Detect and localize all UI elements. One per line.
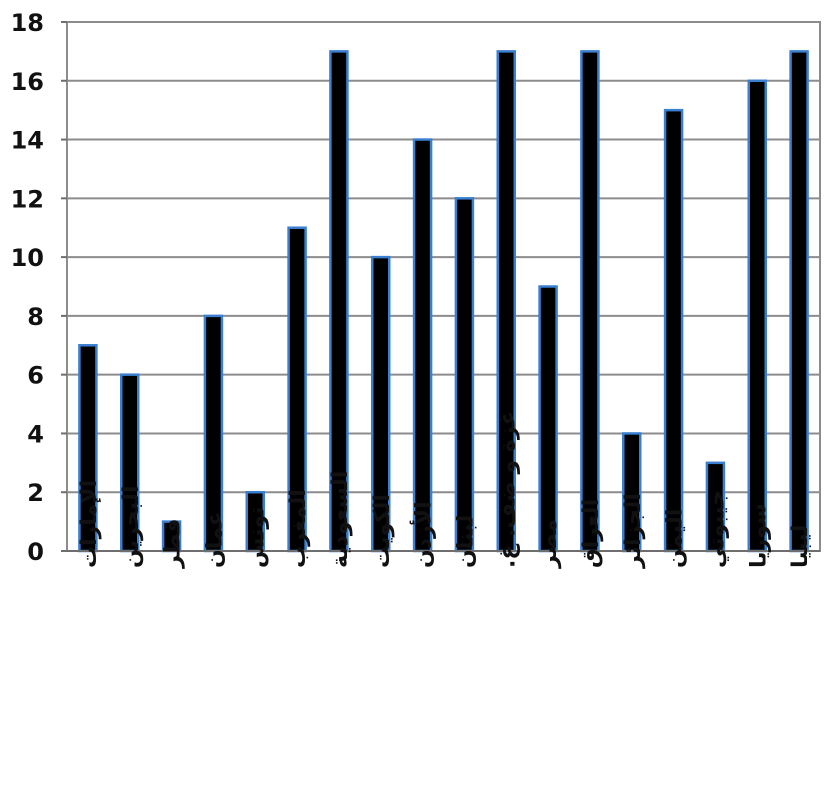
x-tick-labels: الإمارات البحرين قطر عمان تونس المغرب السعودية… <box>77 410 813 569</box>
y-tick-label: 10 <box>11 244 44 272</box>
bar <box>538 285 558 553</box>
x-tick-label: الأردن <box>409 501 437 568</box>
x-tick-label: غزة و ضف. غ. <box>495 410 520 568</box>
y-tick-label: 0 <box>27 538 44 566</box>
y-tick-label: 18 <box>11 9 44 37</box>
x-tick-label: لبنان <box>453 515 478 568</box>
y-tick-label: 16 <box>11 68 44 96</box>
x-tick-label: البحرين <box>119 486 144 568</box>
x-tick-label: العراق <box>579 499 604 568</box>
x-tick-label: ليبيا <box>788 525 813 568</box>
y-tick-label: 6 <box>27 362 44 390</box>
y-tick-labels: 0 2 4 6 8 10 12 14 16 18 <box>11 9 44 566</box>
x-tick-label: الكويت <box>370 494 395 568</box>
x-tick-label: الإمارات <box>77 480 102 568</box>
bars <box>78 50 809 553</box>
y-tick-label: 12 <box>11 185 44 213</box>
bar <box>747 79 767 553</box>
bar <box>663 108 684 553</box>
bar <box>412 138 433 553</box>
axes <box>61 21 821 552</box>
x-tick-label: المغرب <box>286 489 311 568</box>
bar <box>454 197 475 553</box>
x-tick-label: الجزائر <box>621 493 646 569</box>
y-tick-label: 2 <box>27 479 44 507</box>
x-tick-label: عمان <box>202 511 227 568</box>
x-tick-label: جيبوتي <box>704 490 729 568</box>
x-tick-label: قطر <box>161 518 186 569</box>
y-tick-label: 4 <box>27 420 44 448</box>
y-tick-label: 14 <box>11 127 44 155</box>
bar <box>789 50 809 553</box>
x-tick-label: تونس <box>244 507 269 568</box>
y-tick-label: 8 <box>27 303 44 331</box>
x-tick-label: اليمن <box>663 509 688 568</box>
x-tick-label: مصر <box>537 519 562 569</box>
x-tick-label: السعودية <box>328 471 353 568</box>
bar <box>580 50 600 553</box>
x-tick-label: سوريا <box>746 503 771 568</box>
